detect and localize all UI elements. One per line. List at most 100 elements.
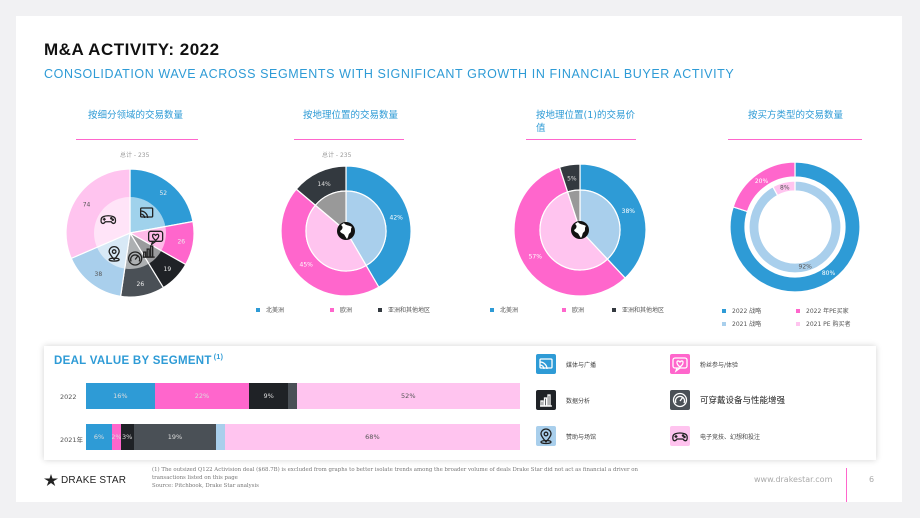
legend-europe: 欧洲 — [330, 305, 352, 314]
heart-chat-icon — [147, 230, 164, 247]
legend-swatch — [330, 307, 334, 312]
page-number: 6 — [869, 475, 875, 484]
legend-label: 亚洲和其他地区 — [622, 307, 665, 314]
segment-slice-label: 52 — [159, 190, 167, 197]
geo-inner-slice-1 — [305, 204, 368, 272]
globe-icon — [571, 221, 589, 239]
legend-north-america: 北美洲 — [490, 305, 518, 314]
globe-icon — [337, 222, 355, 240]
chart-title-underline — [76, 139, 198, 140]
gamepad-icon — [100, 215, 117, 225]
segment-legend-swatch — [670, 390, 690, 410]
page-title: M&A ACTIVITY: 2022 — [44, 40, 220, 59]
legend-europe: 欧洲 — [562, 305, 584, 314]
legend-swatch — [796, 321, 800, 326]
geo-outer-slice-label: 5% — [567, 176, 577, 183]
donut-chart-geo-value: 38% 57% 5% — [513, 163, 647, 297]
segment-slice-label: 38 — [95, 271, 103, 278]
legend-2021-strategic: 2021 战略 — [722, 319, 761, 328]
slide: M&A ACTIVITY: 2022 CONSOLIDATION WAVE AC… — [16, 16, 902, 502]
segment-slice-label: 19 — [164, 266, 172, 273]
legend-label: 2021 PE 购买者 — [806, 321, 851, 328]
deal-value-panel: DEAL VALUE BY SEGMENT (1) 2022 16% 22% 9% 52… — [44, 346, 876, 460]
gamepad-icon — [672, 432, 688, 442]
stacked-bar-2022: 16% 22% 9% 52% — [86, 383, 520, 409]
chart-title-underline — [728, 139, 862, 140]
geo-outer-slice-label: 38% — [622, 208, 636, 215]
segment-legend-swatch — [536, 426, 556, 446]
legend-label: 欧洲 — [340, 307, 353, 314]
chart-title-buyer-type: 按买方类型的交易数量 — [748, 110, 844, 121]
legend-swatch — [562, 307, 566, 312]
geo-inner-slice-2 — [314, 190, 347, 233]
buyer-outer-slice-label: 80% — [822, 270, 836, 277]
legend-label: 2022 战略 — [732, 308, 762, 315]
buyer-inner-slice-label: 8% — [780, 184, 790, 191]
segment-legend-swatch — [670, 354, 690, 374]
buyer-inner-slice-0 — [748, 180, 842, 274]
buyer-outer-slice-1 — [732, 161, 796, 213]
location-pin-icon — [540, 428, 552, 445]
geo-outer-slice-label: 42% — [390, 214, 404, 221]
heart-chat-icon — [672, 357, 688, 373]
legend-label: 2021 战略 — [732, 321, 762, 328]
legend-label: 欧洲 — [572, 307, 585, 314]
pie-chart-segment-count: 52 26 19 26 38 74 — [65, 168, 195, 298]
location-pin-icon — [108, 246, 120, 262]
star-logo-icon — [44, 474, 58, 486]
bar-segment: 68% — [224, 424, 520, 450]
footnote: (1) The outsized Q122 Activision deal ($… — [152, 466, 672, 490]
pie-inner-disk — [94, 197, 166, 269]
chart-title-geo-count: 按地理位置的交易数量 — [303, 110, 399, 121]
segment-legend-label: 赞助与场馆 — [566, 433, 597, 441]
segment-legend-item: 电子竞技、幻想和投注 — [670, 426, 760, 446]
legend-north-america: 北美洲 — [256, 305, 284, 314]
legend-label: 亚洲和其他地区 — [388, 307, 431, 314]
segment-legend-swatch — [536, 354, 556, 374]
segment-legend-item: 媒体与广播 — [536, 354, 596, 374]
bar-segment — [216, 424, 225, 450]
geo-inner-slice-0 — [345, 190, 387, 267]
buyer-outer-slice-label: 20% — [755, 178, 769, 185]
segment-slice-label: 26 — [137, 281, 145, 288]
geo-inner-slice-2 — [566, 189, 581, 231]
geo-outer-slice-label: 57% — [529, 253, 543, 260]
donut-chart-geo-count: 42% 45% 14% — [280, 165, 412, 297]
segment-legend-label: 可穿戴设备与性能增强 — [700, 396, 786, 406]
chart-total-label: 总计 - 235 — [322, 152, 352, 159]
segment-legend-item: 数据分析 — [536, 390, 590, 410]
legend-swatch — [796, 308, 800, 313]
gauge-icon — [672, 392, 688, 408]
segment-slice-label: 26 — [177, 239, 185, 246]
logo-text: DRAKE STAR — [61, 474, 127, 486]
bar-chart-icon — [540, 394, 552, 407]
bar-segment: 2% — [112, 424, 121, 450]
segment-legend-item: 粉丝参与/体验 — [670, 354, 738, 374]
panel-title: DEAL VALUE BY SEGMENT (1) — [54, 354, 223, 367]
panel-title-text: DEAL VALUE BY SEGMENT — [54, 354, 212, 367]
bar-row-label: 2022 — [60, 393, 77, 401]
legend-label: 北美洲 — [500, 307, 519, 314]
footnote-1: (1) The outsized Q122 Activision deal ($… — [152, 467, 638, 481]
legend-2022-pe: 2022 年PE买家 — [796, 306, 849, 315]
buyer-outer-slice-0 — [729, 161, 861, 293]
legend-2021-pe: 2021 PE 购买者 — [796, 319, 851, 328]
buyer-inner-slice-1 — [772, 180, 796, 197]
donut-chart-buyer-type: 80% 20% 92% 8% — [729, 161, 861, 293]
chart-title-segment-count: 按细分领域的交易数量 — [88, 110, 184, 121]
bar-segment: 22% — [154, 383, 250, 409]
legend-swatch — [378, 307, 382, 312]
bar-row-label: 2021年 — [60, 436, 84, 444]
website-link[interactable]: www.drakestar.com — [754, 475, 833, 484]
bar-segment: 9% — [249, 383, 288, 409]
bar-segment: 3% — [120, 424, 134, 450]
legend-asia-other: 亚洲和其他地区 — [612, 305, 664, 314]
bar-segment: 52% — [296, 383, 520, 409]
legend-swatch — [722, 321, 726, 326]
chart-total-label: 总计 - 235 — [120, 152, 150, 159]
segment-legend-item: 赞助与场馆 — [536, 426, 596, 446]
segment-legend-item: 可穿戴设备与性能增强 — [670, 390, 785, 410]
footer-divider — [846, 468, 847, 502]
bar-chart-icon — [142, 245, 155, 258]
gauge-icon — [128, 251, 143, 266]
